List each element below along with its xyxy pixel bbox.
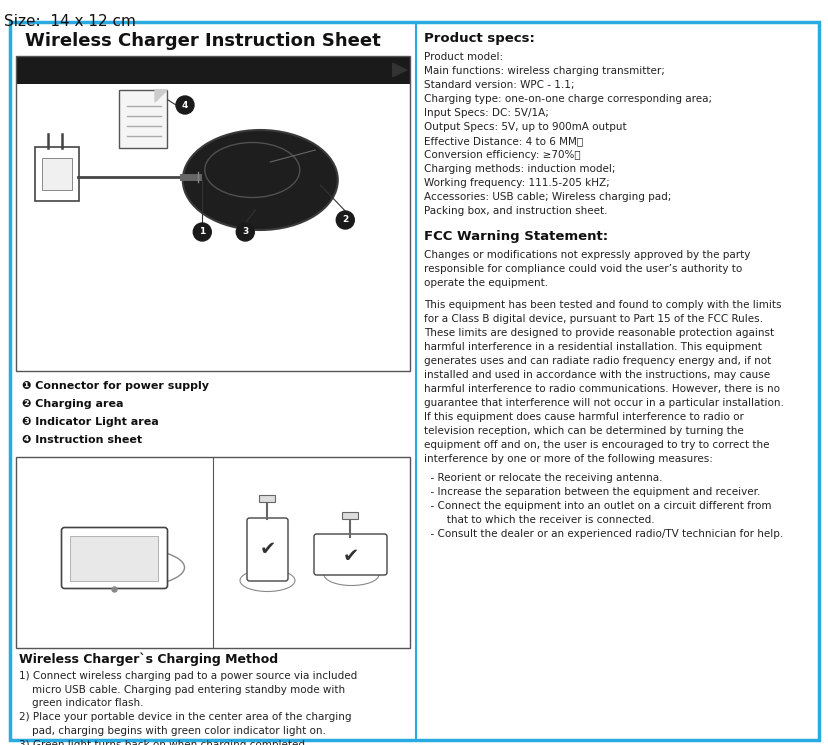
Bar (16, 56, 410, 371)
Text: Product model:: Product model: (423, 52, 503, 62)
Text: 2: 2 (342, 215, 348, 224)
Text: This equipment has been tested and found to comply with the limits
for a Class B: This equipment has been tested and found… (423, 300, 783, 464)
Text: Output Specs: 5V, up to 900mA output: Output Specs: 5V, up to 900mA output (423, 122, 626, 132)
FancyBboxPatch shape (314, 534, 387, 575)
Text: ❸ Indicator Light area: ❸ Indicator Light area (22, 417, 158, 428)
FancyBboxPatch shape (119, 90, 166, 148)
Text: Effective Distance: 4 to 6 MM；: Effective Distance: 4 to 6 MM； (423, 136, 582, 146)
Text: 3) Green light turns back on when charging completed.: 3) Green light turns back on when chargi… (19, 740, 308, 745)
Text: ✔: ✔ (342, 547, 359, 566)
Bar (42, 158, 72, 190)
Text: Charging methods: induction model;: Charging methods: induction model; (423, 164, 614, 174)
Text: Standard version: WPC - 1.1;: Standard version: WPC - 1.1; (423, 80, 574, 90)
Text: ✔: ✔ (259, 540, 276, 559)
Text: ‐ Consult the dealer or an experienced radio/TV technician for help.: ‐ Consult the dealer or an experienced r… (423, 529, 782, 539)
Text: Wireless Charger`s Charging Method: Wireless Charger`s Charging Method (19, 653, 277, 667)
Text: 3: 3 (242, 227, 248, 236)
Text: Charging type: one-on-one charge corresponding area;: Charging type: one-on-one charge corresp… (423, 94, 711, 104)
FancyBboxPatch shape (35, 147, 79, 201)
Text: 1: 1 (199, 227, 205, 236)
Text: 1) Connect wireless charging pad to a power source via included
    micro USB ca: 1) Connect wireless charging pad to a po… (19, 671, 357, 708)
FancyBboxPatch shape (247, 518, 287, 581)
Text: Packing box, and instruction sheet.: Packing box, and instruction sheet. (423, 206, 607, 216)
Circle shape (236, 223, 254, 241)
Text: Working frequency: 111.5-205 kHZ;: Working frequency: 111.5-205 kHZ; (423, 178, 609, 188)
Ellipse shape (240, 569, 295, 592)
Text: Changes or modifications not expressly approved by the party
responsible for com: Changes or modifications not expressly a… (423, 250, 749, 288)
Text: Conversion efficiency: ≥70%；: Conversion efficiency: ≥70%； (423, 150, 580, 160)
Ellipse shape (324, 563, 378, 586)
Bar (70, 536, 158, 580)
Circle shape (193, 223, 211, 241)
Text: Accessories: USB cable; Wireless charging pad;: Accessories: USB cable; Wireless chargin… (423, 192, 671, 202)
Text: The diagram of installation: The diagram of installation (26, 63, 216, 77)
Text: 4: 4 (181, 101, 188, 110)
Bar (16, 457, 410, 648)
Text: Wireless Charger Instruction Sheet: Wireless Charger Instruction Sheet (25, 32, 380, 50)
FancyArrow shape (392, 63, 407, 77)
Ellipse shape (182, 130, 337, 230)
Bar (16, 56, 410, 84)
Text: FCC Warning Statement:: FCC Warning Statement: (423, 230, 608, 243)
Text: Product specs:: Product specs: (423, 32, 534, 45)
Polygon shape (155, 90, 166, 102)
FancyBboxPatch shape (61, 527, 167, 589)
Ellipse shape (65, 548, 185, 588)
Text: 2) Place your portable device in the center area of the charging
    pad, chargi: 2) Place your portable device in the cen… (19, 712, 351, 735)
Text: ‐ Reorient or relocate the receiving antenna.: ‐ Reorient or relocate the receiving ant… (423, 473, 662, 483)
Circle shape (336, 211, 354, 229)
Text: Input Specs: DC: 5V/1A;: Input Specs: DC: 5V/1A; (423, 108, 548, 118)
Text: Main functions: wireless charging transmitter;: Main functions: wireless charging transm… (423, 66, 664, 76)
Circle shape (112, 587, 117, 592)
Text: ❶ Connector for power supply: ❶ Connector for power supply (22, 381, 209, 391)
Text: ❹ Instruction sheet: ❹ Instruction sheet (22, 435, 142, 445)
Bar (342, 512, 358, 519)
Text: Size:  14 x 12 cm: Size: 14 x 12 cm (4, 14, 136, 29)
Text: ‐ Connect the equipment into an outlet on a circuit different from
       that t: ‐ Connect the equipment into an outlet o… (423, 501, 771, 525)
Circle shape (176, 96, 194, 114)
Text: ❷ Charging area: ❷ Charging area (22, 399, 123, 409)
Text: ‐ Increase the separation between the equipment and receiver.: ‐ Increase the separation between the eq… (423, 487, 759, 497)
Bar (259, 495, 275, 501)
